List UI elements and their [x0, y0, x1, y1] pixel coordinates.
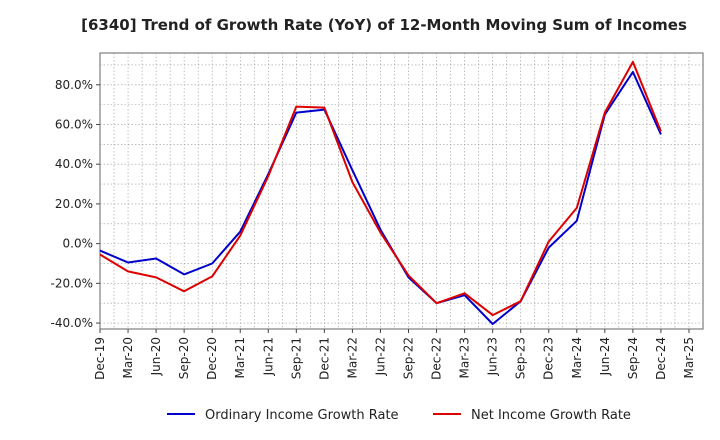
y-tick-label: 40.0% — [55, 157, 93, 171]
x-tick-label: Sep-21 — [289, 337, 303, 379]
x-tick-label: Dec-21 — [317, 337, 331, 380]
x-tick-label: Mar-21 — [233, 337, 247, 378]
x-tick-label: Mar-24 — [570, 337, 584, 378]
y-tick-label: -20.0% — [51, 276, 93, 290]
y-tick-label: 60.0% — [55, 117, 93, 131]
x-tick-label: Sep-20 — [177, 337, 191, 379]
legend-label-2: Net Income Growth Rate — [471, 408, 631, 423]
y-tick-label: -40.0% — [51, 316, 93, 330]
series-lines — [99, 60, 662, 325]
y-tick-label: 80.0% — [55, 78, 93, 92]
x-tick-label: Dec-20 — [205, 337, 219, 380]
y-axis-ticks: -40.0% -20.0% 0.0% 20.0% 40.0% 60.0% 80.0% — [51, 78, 100, 330]
legend: Ordinary Income Growth Rate Net Income Gr… — [167, 408, 631, 423]
series-line-1 — [99, 70, 662, 325]
x-tick-label: Sep-22 — [402, 337, 416, 379]
series-line-2 — [99, 60, 662, 317]
x-tick-label: Mar-23 — [458, 337, 472, 378]
y-tick-label: 0.0% — [63, 237, 94, 251]
x-tick-label: Sep-23 — [514, 337, 528, 379]
x-tick-label: Jun-23 — [486, 337, 500, 376]
x-tick-label: Dec-23 — [542, 337, 556, 380]
x-tick-label: Jun-22 — [373, 337, 387, 376]
x-tick-label: Sep-24 — [626, 337, 640, 379]
x-tick-label: Jun-24 — [598, 337, 612, 376]
legend-label-1: Ordinary Income Growth Rate — [205, 408, 399, 423]
y-tick-label: 20.0% — [55, 197, 93, 211]
x-tick-label: Mar-22 — [345, 337, 359, 378]
x-tick-label: Dec-19 — [93, 337, 107, 380]
x-tick-label: Jun-20 — [149, 337, 163, 376]
x-tick-label: Dec-22 — [430, 337, 444, 380]
x-tick-label: Mar-20 — [121, 337, 135, 378]
x-tick-label: Jun-21 — [261, 337, 275, 376]
x-tick-label: Mar-25 — [682, 337, 696, 378]
x-axis-ticks: Dec-19 Mar-20 Jun-20 Sep-20 Dec-20 Mar-21 Jun-… — [93, 329, 696, 380]
chart-title: [6340] Trend of Growth Rate (YoY) of 12-… — [81, 16, 687, 34]
x-tick-label: Dec-24 — [654, 337, 668, 380]
